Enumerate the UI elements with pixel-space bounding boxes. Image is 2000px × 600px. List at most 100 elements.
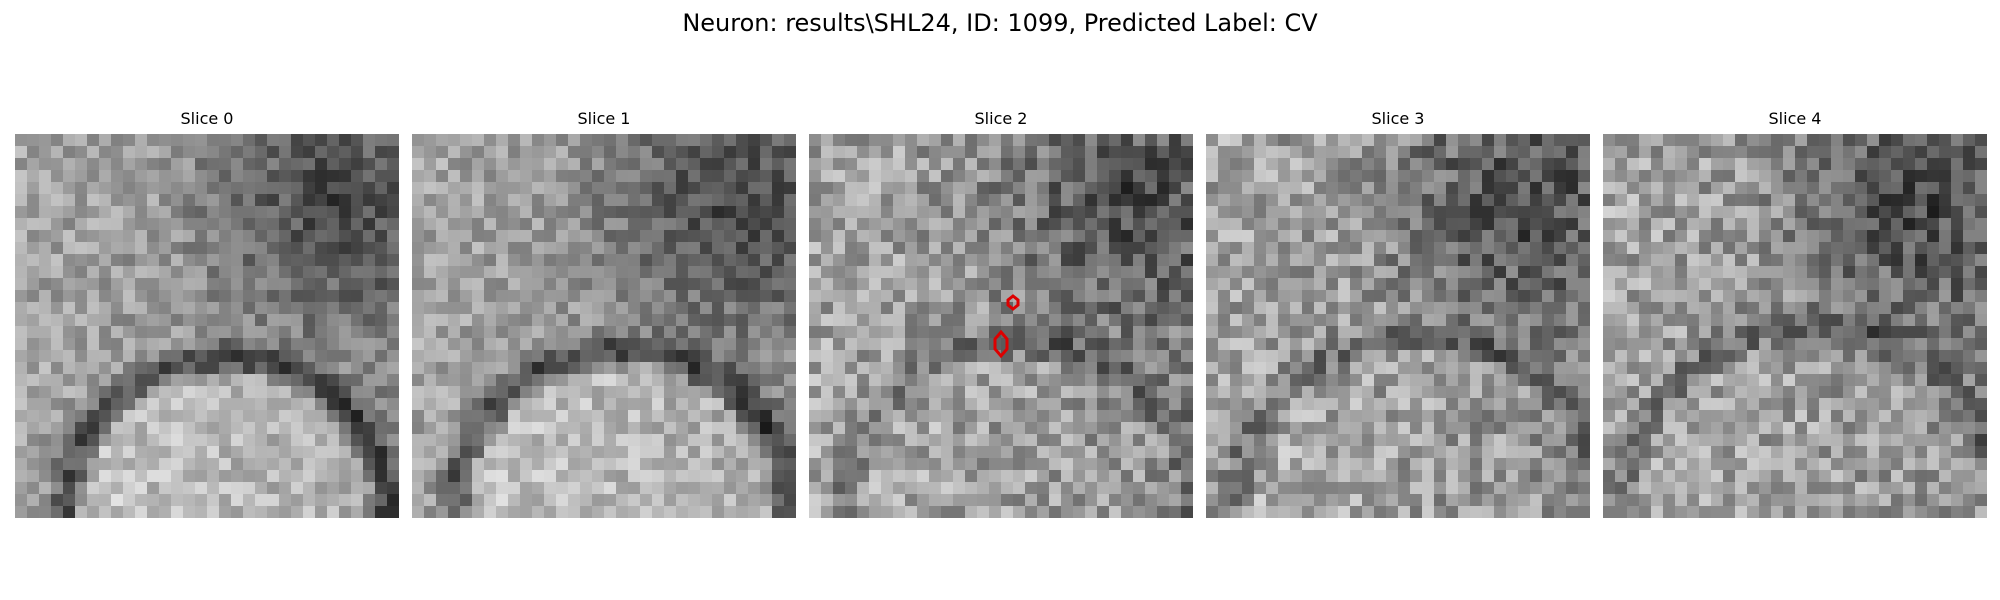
pixel <box>1939 314 1951 326</box>
pixel <box>568 494 580 506</box>
pixel <box>1374 398 1386 410</box>
pixel <box>1169 158 1181 170</box>
pixel <box>857 146 869 158</box>
pixel <box>1470 182 1482 194</box>
pixel <box>15 326 27 338</box>
pixel <box>1302 410 1314 422</box>
pixel <box>616 470 628 482</box>
pixel <box>267 242 279 254</box>
pixel <box>1506 182 1518 194</box>
pixel <box>676 314 688 326</box>
pixel <box>1807 182 1819 194</box>
pixel <box>1290 218 1302 230</box>
pixel <box>1386 470 1398 482</box>
pixel <box>1049 422 1061 434</box>
pixel <box>1266 398 1278 410</box>
pixel <box>267 266 279 278</box>
pixel <box>1218 314 1230 326</box>
pixel <box>676 230 688 242</box>
pixel <box>700 506 712 518</box>
pixel <box>1061 182 1073 194</box>
pixel <box>604 434 616 446</box>
pixel <box>640 206 652 218</box>
pixel <box>1711 242 1723 254</box>
pixel <box>1651 290 1663 302</box>
pixel <box>1530 494 1542 506</box>
pixel <box>1723 326 1735 338</box>
pixel <box>1843 254 1855 266</box>
pixel <box>700 398 712 410</box>
pixel <box>1554 230 1566 242</box>
pixel <box>532 158 544 170</box>
pixel <box>1494 482 1506 494</box>
pixel <box>1073 170 1085 182</box>
pixel <box>75 290 87 302</box>
pixel <box>616 170 628 182</box>
pixel <box>1458 170 1470 182</box>
pixel <box>1458 146 1470 158</box>
pixel <box>748 278 760 290</box>
pixel <box>977 146 989 158</box>
pixel <box>809 506 821 518</box>
pixel <box>845 158 857 170</box>
pixel <box>1434 398 1446 410</box>
pixel <box>881 314 893 326</box>
pixel <box>1338 302 1350 314</box>
pixel <box>1566 386 1578 398</box>
pixel <box>857 134 869 146</box>
pixel <box>327 482 339 494</box>
pixel <box>1867 230 1879 242</box>
pixel <box>1783 194 1795 206</box>
pixel <box>219 182 231 194</box>
pixel <box>1025 230 1037 242</box>
pixel <box>929 290 941 302</box>
pixel <box>857 350 869 362</box>
pixel <box>664 290 676 302</box>
pixel <box>1747 134 1759 146</box>
pixel <box>869 410 881 422</box>
pixel <box>676 410 688 422</box>
pixel <box>1350 158 1362 170</box>
pixel <box>15 230 27 242</box>
pixel <box>1747 218 1759 230</box>
pixel <box>953 218 965 230</box>
pixel <box>556 458 568 470</box>
pixel <box>99 350 111 362</box>
pixel <box>255 206 267 218</box>
pixel <box>63 482 75 494</box>
pixel <box>1867 194 1879 206</box>
pixel <box>640 158 652 170</box>
pixel <box>869 218 881 230</box>
pixel <box>279 458 291 470</box>
pixel <box>1362 434 1374 446</box>
pixel <box>387 374 399 386</box>
pixel <box>1398 182 1410 194</box>
pixel <box>1410 326 1422 338</box>
pixel <box>1181 194 1193 206</box>
pixel <box>231 506 243 518</box>
pixel <box>39 398 51 410</box>
pixel <box>387 314 399 326</box>
pixel <box>1699 278 1711 290</box>
pixel <box>1783 218 1795 230</box>
pixel <box>1470 482 1482 494</box>
pixel <box>460 254 472 266</box>
pixel <box>375 470 387 482</box>
pixel <box>1771 146 1783 158</box>
pixel <box>123 422 135 434</box>
pixel <box>736 230 748 242</box>
pixel <box>833 326 845 338</box>
pixel <box>219 386 231 398</box>
pixel <box>436 302 448 314</box>
pixel <box>845 422 857 434</box>
pixel <box>568 254 580 266</box>
pixel <box>1025 386 1037 398</box>
pixel <box>1386 398 1398 410</box>
pixel <box>123 158 135 170</box>
pixel <box>1254 338 1266 350</box>
pixel <box>628 146 640 158</box>
pixel <box>1687 290 1699 302</box>
pixel <box>1218 422 1230 434</box>
pixel <box>1578 254 1590 266</box>
pixel <box>27 350 39 362</box>
